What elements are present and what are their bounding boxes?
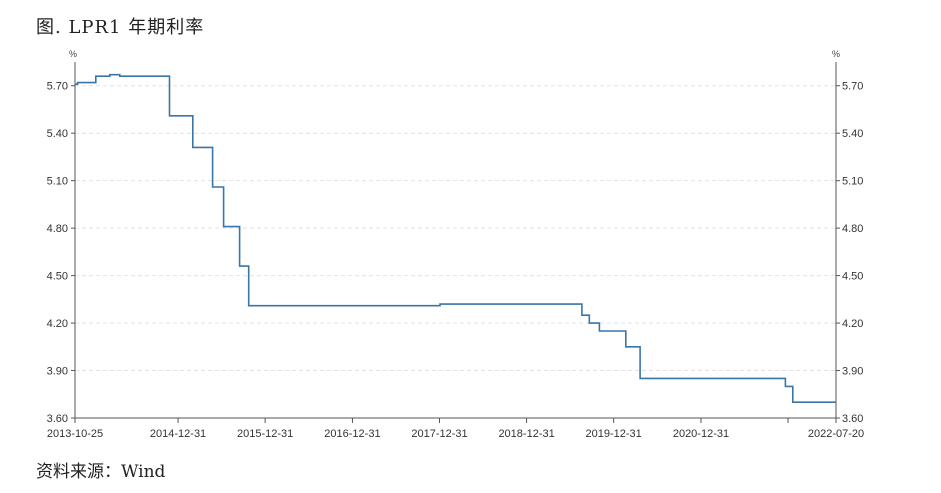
y-tick-label: 5.70 <box>47 81 68 93</box>
series-group <box>75 73 836 403</box>
y-tick-label: 4.80 <box>842 223 863 235</box>
y-unit-left: % <box>69 49 77 59</box>
series-line <box>75 73 836 403</box>
y-tick-label: 5.40 <box>842 128 863 140</box>
x-tick-label: 2020-12-31 <box>673 428 729 440</box>
y-tick-label: 4.20 <box>842 318 863 330</box>
x-tick-label: 2019-12-31 <box>586 428 642 440</box>
y-axis-left: 3.60 3.90 4.20 4.50 4.80 5.10 5.40 5.70 <box>47 81 75 425</box>
y-tick-label: 5.70 <box>842 81 863 93</box>
y-tick-label: 5.40 <box>47 128 68 140</box>
x-tick-label: 2022-07-20 <box>808 428 864 440</box>
y-tick-label: 3.60 <box>842 413 863 425</box>
y-tick-label: 4.20 <box>47 318 68 330</box>
x-tick-label: 2017-12-31 <box>411 428 467 440</box>
y-tick-label: 4.80 <box>47 223 68 235</box>
x-tick-label: 2014-12-31 <box>150 428 206 440</box>
y-tick-label: 3.60 <box>47 413 68 425</box>
y-tick-label: 3.90 <box>47 366 68 378</box>
x-tick-label: 2015-12-31 <box>237 428 293 440</box>
gridlines <box>75 85 836 372</box>
chart-title: 图. LPR1 年期利率 <box>36 17 205 38</box>
y-tick-label: 3.90 <box>842 366 863 378</box>
x-tick-label: 2013-10-25 <box>47 428 103 440</box>
y-axis-right: 3.60 3.90 4.20 4.50 4.80 5.10 5.40 5.70 <box>836 81 863 425</box>
y-tick-label: 4.50 <box>47 271 68 283</box>
axes <box>74 62 837 419</box>
y-tick-label: 4.50 <box>842 271 863 283</box>
x-tick-label: 2018-12-31 <box>498 428 554 440</box>
y-tick-label: 5.10 <box>842 176 863 188</box>
source-note: 资料来源：Wind <box>36 462 166 482</box>
x-tick-label: 2016-12-31 <box>324 428 380 440</box>
x-axis: 2013-10-25 2014-12-31 2015-12-31 2016-12-31… <box>47 418 864 440</box>
y-unit-right: % <box>832 49 840 59</box>
y-tick-label: 5.10 <box>47 176 68 188</box>
